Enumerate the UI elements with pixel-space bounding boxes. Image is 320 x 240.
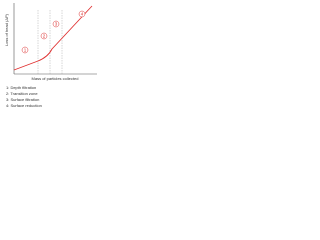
legend-entry: 1: Depth filtration xyxy=(6,85,36,90)
region-marker xyxy=(78,10,86,18)
region-marker xyxy=(40,32,48,40)
region-marker xyxy=(21,46,29,54)
region-marker xyxy=(52,20,60,28)
legend-entry: 4: Surface reduction xyxy=(6,103,42,108)
region-number: 2 xyxy=(43,33,46,38)
region-number: 1 xyxy=(24,47,27,52)
head-loss-curve xyxy=(13,5,93,71)
legend-entry: 2: Transition zone xyxy=(6,91,38,96)
region-number: 4 xyxy=(81,11,84,16)
region-number: 3 xyxy=(55,21,58,26)
diagram: Loss of head (ΔP) Mass of particles coll… xyxy=(0,0,100,112)
legend-entry: 3: Surface filtration xyxy=(6,97,39,102)
y-axis-label: Loss of head (ΔP) xyxy=(4,13,9,46)
x-axis-label: Mass of particles collected xyxy=(32,76,79,81)
